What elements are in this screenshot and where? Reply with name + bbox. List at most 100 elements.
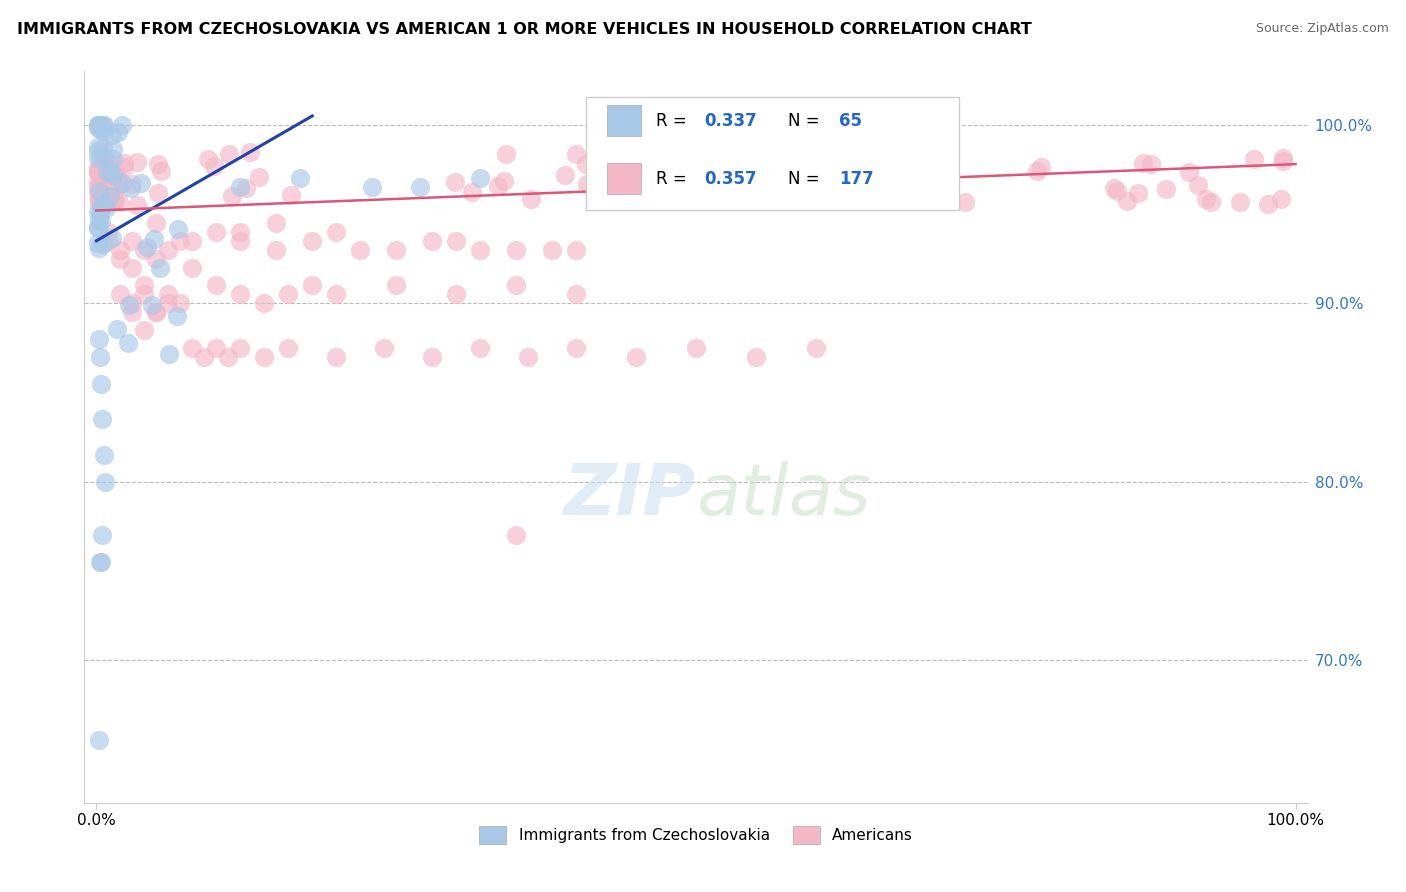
Point — [86, 144, 108, 158]
Point — [652, 185, 675, 199]
Point — [87, 184, 110, 198]
Point — [1105, 185, 1128, 199]
Point — [98, 189, 121, 203]
Point — [100, 167, 122, 181]
Point — [136, 240, 159, 254]
Legend: Immigrants from Czechoslovakia, Americans: Immigrants from Czechoslovakia, American… — [472, 820, 920, 850]
Point — [87, 213, 110, 227]
Point — [98, 157, 121, 171]
Point — [104, 194, 127, 209]
Point — [87, 193, 110, 207]
Point — [221, 189, 243, 203]
Point — [554, 168, 576, 182]
Point — [90, 123, 112, 137]
Point — [325, 287, 347, 301]
Point — [96, 165, 118, 179]
Point — [1272, 151, 1295, 165]
Point — [486, 179, 509, 194]
Point — [520, 192, 543, 206]
Point — [87, 240, 110, 254]
Point — [89, 155, 111, 169]
Point — [1140, 157, 1163, 171]
Point — [205, 278, 228, 293]
Point — [94, 178, 117, 193]
Point — [87, 733, 110, 747]
Point — [290, 171, 312, 186]
Point — [277, 287, 299, 301]
Point — [129, 176, 152, 190]
Point — [468, 243, 491, 257]
Point — [373, 341, 395, 355]
Text: N =: N = — [787, 112, 824, 130]
Point — [444, 175, 467, 189]
Point — [86, 161, 108, 176]
Point — [134, 287, 156, 301]
Point — [104, 182, 127, 196]
Point — [86, 219, 108, 234]
Point — [385, 278, 408, 293]
Point — [87, 221, 110, 235]
Point — [1195, 192, 1218, 206]
Point — [592, 168, 614, 182]
Point — [121, 296, 143, 310]
Point — [628, 159, 651, 173]
Point — [575, 157, 598, 171]
Point — [576, 178, 599, 192]
Point — [799, 171, 821, 186]
Point — [444, 234, 467, 248]
Point — [420, 234, 443, 248]
Point — [125, 197, 148, 211]
Point — [517, 350, 540, 364]
Point — [1257, 197, 1279, 211]
Point — [301, 278, 323, 293]
Point — [118, 298, 141, 312]
Point — [1243, 152, 1265, 166]
Point — [101, 188, 124, 202]
Point — [218, 147, 240, 161]
Point — [349, 243, 371, 257]
Point — [145, 305, 167, 319]
Point — [98, 172, 121, 186]
Point — [565, 341, 588, 355]
Point — [96, 201, 118, 215]
Point — [108, 195, 131, 210]
Point — [103, 187, 125, 202]
Point — [624, 350, 647, 364]
Point — [101, 194, 124, 209]
Point — [87, 118, 110, 132]
Point — [94, 161, 117, 176]
Point — [301, 234, 323, 248]
Point — [1199, 195, 1222, 210]
Bar — [606, 162, 641, 194]
Point — [229, 234, 252, 248]
Point — [100, 190, 122, 204]
Point — [1270, 192, 1292, 206]
Point — [790, 152, 813, 166]
Point — [97, 234, 120, 248]
Point — [93, 448, 115, 462]
Point — [1102, 181, 1125, 195]
Point — [148, 186, 170, 200]
Point — [277, 341, 299, 355]
Point — [89, 207, 111, 221]
Point — [86, 185, 108, 199]
Point — [565, 243, 588, 257]
Point — [143, 232, 166, 246]
Point — [904, 147, 927, 161]
Point — [89, 118, 111, 132]
Point — [599, 191, 621, 205]
Point — [444, 287, 467, 301]
Point — [103, 168, 125, 182]
Point — [93, 151, 115, 165]
Point — [264, 243, 287, 257]
Point — [166, 309, 188, 323]
Point — [86, 152, 108, 166]
Point — [87, 176, 110, 190]
Point — [89, 191, 111, 205]
Point — [97, 176, 120, 190]
Point — [87, 179, 110, 194]
Point — [110, 252, 132, 266]
Text: R =: R = — [655, 169, 692, 188]
Point — [93, 475, 117, 489]
Point — [361, 180, 384, 194]
